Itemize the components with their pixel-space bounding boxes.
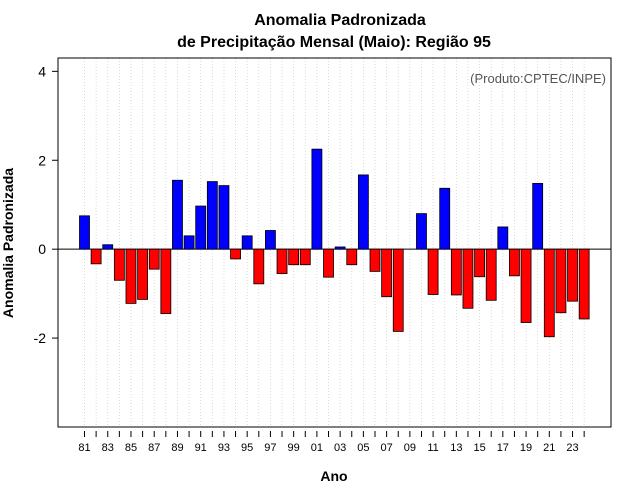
plot-area [57, 57, 612, 428]
bar-12 [439, 187, 451, 250]
x-tick-label: 95 [241, 442, 253, 454]
credit-text: (Produto:CPTEC/INPE) [470, 71, 606, 86]
bar-92 [206, 181, 218, 250]
x-tick-label: 19 [520, 442, 532, 454]
x-tick-label: 99 [288, 442, 300, 454]
bar-83 [102, 244, 114, 250]
bar-93 [218, 185, 230, 250]
bar-11 [427, 248, 439, 295]
bar-81 [79, 215, 90, 250]
bar-97 [265, 230, 276, 250]
bar-10 [416, 213, 427, 250]
bar-98 [276, 248, 288, 275]
bar-00 [299, 248, 311, 266]
bar-86 [137, 248, 149, 300]
chart-title-line2: de Precipitação Mensal (Maio): Região 95 [177, 34, 491, 51]
x-tick-label: 87 [148, 442, 160, 454]
bar-13 [450, 248, 462, 296]
bars [79, 148, 590, 338]
y-axis-label: Anomalia Padronizada [0, 168, 16, 318]
x-axis-label: Ano [320, 468, 347, 484]
x-tick-label: 11 [427, 442, 438, 454]
bar-03 [334, 246, 346, 250]
x-tick-label: 85 [125, 442, 137, 454]
x-tick-label: 07 [380, 442, 392, 454]
bar-21 [543, 248, 555, 338]
x-axis: 81 83 85 87 89 91 93 95 97 99 01 03 05 07 09 11 13 15 17 19… [78, 431, 585, 454]
x-tick-label: 97 [264, 442, 276, 454]
x-tick-label: 09 [404, 442, 416, 454]
bar-94 [230, 248, 241, 260]
x-tick-label: 89 [171, 442, 183, 454]
bar-24 [578, 248, 590, 320]
bar-01 [311, 148, 323, 250]
bar-07 [381, 248, 393, 298]
y-tick-label: -2 [34, 330, 47, 346]
bar-89 [172, 179, 183, 250]
x-tick-label: 13 [450, 442, 462, 454]
bar-04 [346, 248, 358, 266]
chart-title-line1: Anomalia Padronizada [254, 12, 426, 29]
y-tick-label: 0 [38, 241, 46, 257]
bar-14 [462, 248, 474, 309]
x-tick-label: 21 [543, 442, 555, 454]
x-tick-label: 93 [218, 442, 230, 454]
bar-23 [567, 248, 578, 302]
y-tick-label: 2 [38, 152, 46, 168]
bar-85 [125, 248, 137, 304]
x-tick-label: 15 [473, 442, 485, 454]
bar-96 [253, 248, 265, 285]
x-tick-label: 83 [102, 442, 114, 454]
bar-88 [160, 248, 172, 315]
bar-17 [497, 226, 509, 250]
x-tick-label: 91 [195, 442, 207, 454]
x-tick-label: 23 [566, 442, 578, 454]
bar-20 [532, 182, 544, 250]
x-tick-label: 17 [497, 442, 509, 454]
bar-84 [113, 248, 125, 281]
bar-82 [90, 248, 102, 265]
bar-06 [369, 248, 381, 272]
x-tick-label: 81 [78, 442, 90, 454]
bar-15 [474, 248, 485, 278]
y-tick-label: 4 [38, 63, 46, 79]
bar-08 [392, 248, 404, 332]
bar-90 [183, 235, 195, 250]
bar-19 [520, 248, 532, 323]
x-tick-label: 05 [357, 442, 369, 454]
bar-91 [195, 205, 207, 250]
bar-87 [148, 248, 160, 270]
bar-02 [323, 248, 334, 278]
bar-95 [241, 235, 253, 250]
x-tick-label: 03 [334, 442, 346, 454]
y-axis: -2 0 2 4 [34, 63, 58, 346]
bar-22 [555, 248, 567, 314]
bar-05 [357, 174, 369, 250]
gridlines [84, 58, 585, 427]
bar-99 [288, 248, 300, 266]
bar-18 [509, 248, 520, 277]
bar-16 [485, 248, 497, 301]
x-tick-label: 01 [311, 442, 323, 454]
